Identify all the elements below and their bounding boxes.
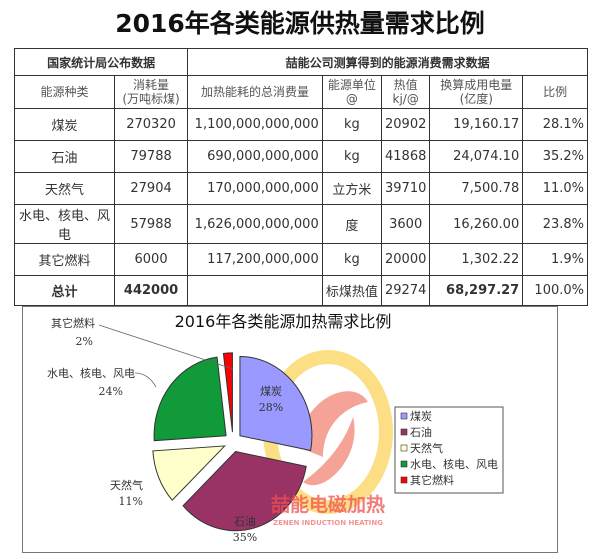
table-row: 水电、核电、风电 57988 1,626,000,000,000 度 3600 16,26… [14, 204, 588, 244]
table-cell: 度 [321, 204, 383, 244]
table-cell: 24,074.10 [429, 140, 524, 173]
pie-slice [222, 352, 233, 433]
table-cell: 天然气 [14, 172, 115, 205]
column-header: 换算成用电量 (亿度) [429, 75, 524, 109]
table-cell: 石油 [14, 140, 115, 173]
legend-label: 天然气 [410, 441, 443, 455]
table-row: 石油 79788 690,000,000,000 kg 41868 24,074.10 35… [14, 140, 588, 173]
total-cell: 29274 [380, 275, 431, 306]
pie-chart: 2016年各类能源加热需求比例煤炭 28% 石油 35% 天然气 11% 水电、核电、风电 2… [22, 306, 558, 553]
slice-value-label: 28% [259, 401, 283, 414]
total-cell: 标煤热值 [321, 275, 383, 306]
watermark-logo [298, 391, 368, 486]
slice-label: 天然气 [110, 478, 143, 492]
table-cell: 立方米 [321, 172, 383, 205]
slice-label: 水电、核电、风电 [47, 366, 135, 380]
table-cell: 1,100,000,000,000 [187, 108, 323, 141]
leader-line [134, 372, 157, 388]
table-cell: 57988 [113, 204, 189, 244]
table-cell: 16,260.00 [429, 204, 524, 244]
pie-slice [152, 445, 227, 501]
group-header-row: 国家统计局公布数据 喆能公司测算得到的能源消费需求数据 [13, 48, 588, 76]
total-cell: 68,297.27 [429, 275, 524, 306]
table-cell: kg [321, 108, 383, 141]
table-row: 其它燃料 6000 117,200,000,000 kg 20000 1,302.22 1.… [14, 243, 588, 276]
slice-value-label: 11% [119, 495, 143, 508]
pie-slice [182, 450, 307, 532]
column-header-row: 能源种类 消耗量 (万吨标煤) 加热能耗的总消费量 能源单位 @ 热值 kj/@ 换算成用电量(… [14, 75, 588, 109]
table-cell: 1.9% [522, 243, 588, 276]
table-cell: kg [321, 140, 383, 173]
table-cell: 1,302.22 [429, 243, 524, 276]
total-cell: 442000 [113, 275, 189, 306]
table-cell: 煤炭 [14, 108, 115, 141]
legend-swatch [400, 460, 408, 468]
legend-swatch [400, 444, 408, 452]
table-cell: 19,160.17 [429, 108, 524, 141]
table-cell: 117,200,000,000 [187, 243, 323, 276]
table-cell: kg [321, 243, 383, 276]
legend-swatch [400, 412, 408, 420]
table-cell: 3600 [380, 204, 431, 244]
slice-value-label: 24% [99, 385, 123, 398]
table-cell: 79788 [113, 140, 189, 173]
table-row: 煤炭 270320 1,100,000,000,000 kg 20902 19,160.1… [14, 108, 588, 141]
slice-label: 煤炭 [260, 385, 282, 398]
table-cell: 6000 [113, 243, 189, 276]
group-header: 国家统计局公布数据 [13, 48, 189, 76]
legend-label: 煤炭 [410, 410, 432, 423]
leader-line [98, 324, 234, 370]
watermark-text: 喆能电磁加热 [271, 493, 385, 516]
column-header: 加热能耗的总消费量 [187, 75, 323, 109]
legend-swatch [400, 476, 408, 484]
table-cell: 水电、核电、风电 [14, 204, 115, 244]
legend-label: 石油 [410, 425, 432, 439]
table-cell: 28.1% [522, 108, 588, 141]
column-header: 消耗量 (万吨标煤) [113, 75, 189, 109]
group-header: 喆能公司测算得到的能源消费需求数据 [187, 48, 588, 76]
table-cell: 20000 [380, 243, 431, 276]
table-cell: 1,626,000,000,000 [187, 204, 323, 244]
legend-label: 水电、核电、风电 [410, 457, 498, 471]
total-cell [187, 275, 323, 306]
column-header: 比例 [522, 75, 588, 109]
column-header: 能源单位 @ [321, 75, 383, 109]
page-title: 2016年各类能源供热量需求比例 [115, 9, 485, 38]
energy-table: 国家统计局公布数据 喆能公司测算得到的能源消费需求数据 能源种类 消耗量 (万吨标煤) 加… [13, 48, 588, 306]
table-cell: 20902 [380, 108, 431, 141]
watermark-subtext: ZENEN INDUCTION HEATING [273, 519, 383, 527]
table-cell: 7,500.78 [429, 172, 524, 205]
slice-value-label: 2% [76, 335, 93, 348]
table-cell: 23.8% [522, 204, 588, 244]
legend [394, 406, 504, 494]
legend-label: 其它燃料 [410, 473, 454, 487]
table-cell: 11.0% [522, 172, 588, 205]
total-cell: 总计 [14, 275, 115, 306]
table-cell: 170,000,000,000 [187, 172, 323, 205]
slice-label: 石油 [234, 514, 256, 528]
table-row: 天然气 27904 170,000,000,000 立方米 39710 7,500.78 1… [14, 172, 588, 205]
column-header: 热值 kj/@ [380, 75, 431, 109]
table-cell: 27904 [113, 172, 189, 205]
chart-title: 2016年各类能源加热需求比例 [175, 312, 392, 331]
table-cell: 其它燃料 [14, 243, 115, 276]
table-cell: 39710 [380, 172, 431, 205]
table-cell: 35.2% [522, 140, 588, 173]
table-cell: 690,000,000,000 [187, 140, 323, 173]
table-cell: 41868 [380, 140, 431, 173]
slice-label: 其它燃料 [51, 316, 95, 330]
slice-value-label: 35% [233, 531, 257, 544]
total-row: 总计 442000 标煤热值 29274 68,297.27 100.0% [14, 275, 588, 306]
pie-slice [153, 356, 227, 442]
table-cell: 270320 [113, 108, 189, 141]
total-cell: 100.0% [522, 275, 588, 306]
pie-slice [239, 355, 313, 452]
legend-swatch [400, 428, 408, 436]
column-header: 能源种类 [14, 75, 115, 109]
